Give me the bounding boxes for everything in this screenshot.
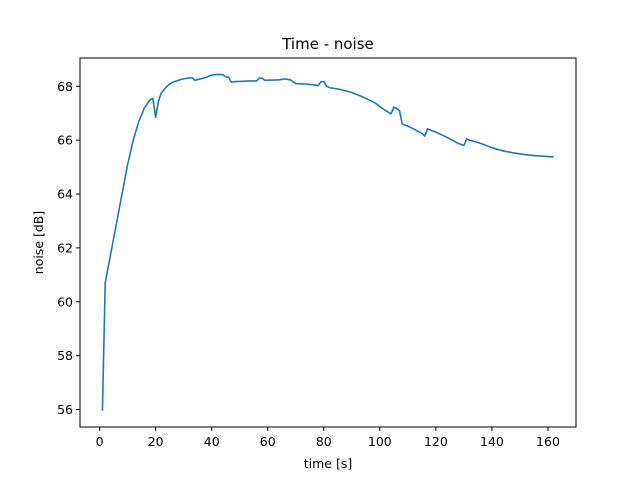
y-axis-label: noise [dB] bbox=[31, 211, 46, 274]
x-tick-label: 60 bbox=[260, 434, 276, 449]
y-tick-label: 66 bbox=[57, 133, 73, 148]
x-tick-label: 140 bbox=[480, 434, 504, 449]
x-tick-label: 120 bbox=[424, 434, 448, 449]
plot-area bbox=[101, 73, 554, 411]
x-tick-label: 40 bbox=[204, 434, 220, 449]
y-tick-label: 64 bbox=[57, 187, 73, 202]
y-tick-label: 60 bbox=[57, 294, 73, 309]
x-tick-label: 160 bbox=[536, 434, 560, 449]
y-tick-label: 62 bbox=[57, 240, 73, 255]
plot-frame bbox=[79, 57, 577, 428]
x-axis-label: time [s] bbox=[304, 456, 352, 471]
x-tick-label: 20 bbox=[148, 434, 164, 449]
y-axis: 56 58 60 62 64 66 68 bbox=[57, 79, 80, 417]
x-tick-label: 0 bbox=[96, 434, 104, 449]
x-axis: 0 20 40 60 80 100 120 140 160 bbox=[96, 427, 560, 449]
y-tick-label: 68 bbox=[57, 79, 73, 94]
x-tick-label: 100 bbox=[368, 434, 392, 449]
x-tick-label: 80 bbox=[316, 434, 332, 449]
y-tick-label: 58 bbox=[57, 348, 73, 363]
series-line-0 bbox=[101, 73, 554, 411]
chart-title: Time - noise bbox=[281, 35, 374, 53]
y-tick-label: 56 bbox=[57, 402, 73, 417]
